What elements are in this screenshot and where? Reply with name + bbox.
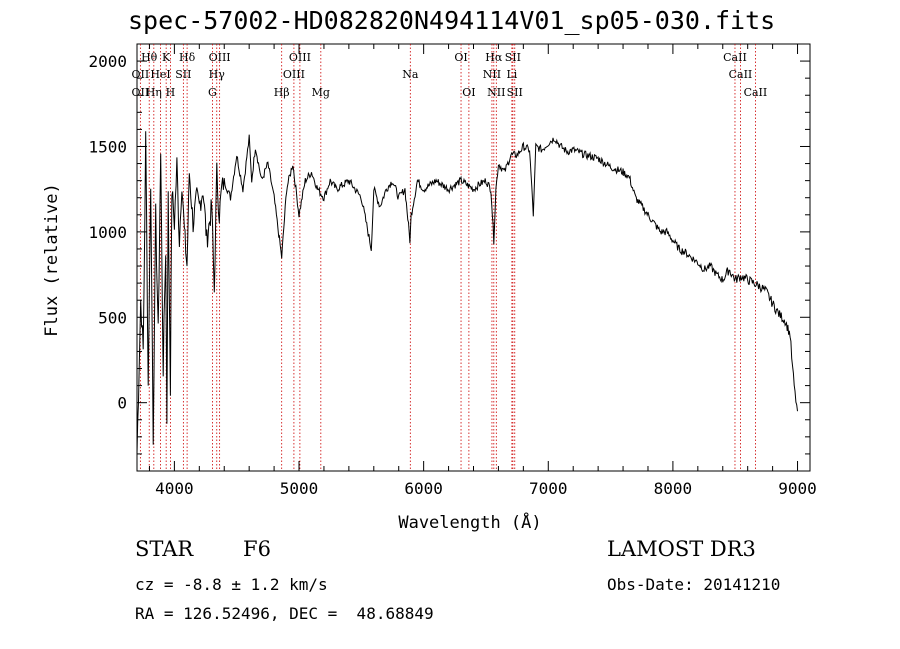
spectral-line-label: Hη: [146, 86, 162, 99]
plot-border: [136, 43, 811, 472]
spectral-line-label: CaII: [744, 86, 768, 99]
x-tick-label: 5000: [280, 479, 319, 498]
spectral-line-label: OII: [132, 86, 150, 99]
survey-name: LAMOST DR3: [607, 537, 756, 561]
spectral-line-label: NII: [483, 68, 501, 81]
spectral-line-label: Hγ: [209, 68, 226, 81]
ra-dec: RA = 126.52496, DEC = 48.68849: [135, 604, 434, 623]
spectral-line-label: NII: [487, 86, 505, 99]
y-tick-label: 1000: [88, 223, 127, 242]
plot-frame: [136, 43, 811, 472]
spectral-line-label: Na: [402, 68, 419, 81]
obs-date: Obs-Date: 20141210: [607, 575, 781, 594]
spectral-line-label: Mg: [312, 86, 330, 99]
spectral-line-label: Hβ: [274, 86, 290, 99]
spectral-line-label: CaII: [729, 68, 753, 81]
spectral-line-label: OI: [462, 86, 475, 99]
spectral-line-label: OIII: [289, 51, 311, 64]
x-tick-label: 6000: [404, 479, 443, 498]
spectral-line-label: K: [162, 51, 171, 64]
x-axis-label: Wavelength (Å): [398, 511, 541, 533]
spectral-line-label: Li: [506, 68, 517, 81]
spectral-line-label: CaII: [723, 51, 747, 64]
spectral-line-markers: [139, 44, 756, 471]
x-tick-label: 4000: [155, 479, 194, 498]
redshift-cz: cz = -8.8 ± 1.2 km/s: [135, 575, 328, 594]
spectral-line-label: OII: [132, 68, 150, 81]
chart-title: spec-57002-HD082820N494114V01_sp05-030.f…: [128, 6, 776, 35]
y-tick-label: 2000: [88, 52, 127, 71]
spectral-line-label: OIII: [283, 68, 305, 81]
spectral-line-label: H: [166, 86, 176, 99]
spectral-line-label: SII: [507, 86, 523, 99]
spectrum-series: [136, 131, 798, 455]
spectral-line-label: Hδ: [179, 51, 196, 64]
x-tick-label: 8000: [654, 479, 693, 498]
x-tick-label: 9000: [778, 479, 817, 498]
spectral-line-label: HeI: [150, 68, 170, 81]
spectral-line-label: G: [208, 86, 217, 99]
subclass: F6: [243, 537, 271, 561]
y-axis-label: Flux (relative): [42, 183, 62, 337]
spectral-line-label: Hα: [485, 51, 503, 64]
spectral-line-label: OIII: [209, 51, 231, 64]
spectrum-line: [136, 131, 798, 455]
spectral-line-label: Hθ: [141, 51, 158, 64]
y-tick-label: 1500: [88, 137, 127, 156]
x-tick-label: 7000: [529, 479, 568, 498]
spectral-line-label: OI: [454, 51, 467, 64]
axis-ticks: 4000 5000 6000 7000 8000 9000 0 500 1000 1500 2000: [88, 44, 817, 498]
object-class: STAR: [135, 537, 194, 561]
y-tick-label: 500: [98, 308, 127, 327]
spectral-line-label: SII: [175, 68, 191, 81]
spectral-line-label: SII: [505, 51, 521, 64]
y-tick-label: 0: [117, 394, 127, 413]
